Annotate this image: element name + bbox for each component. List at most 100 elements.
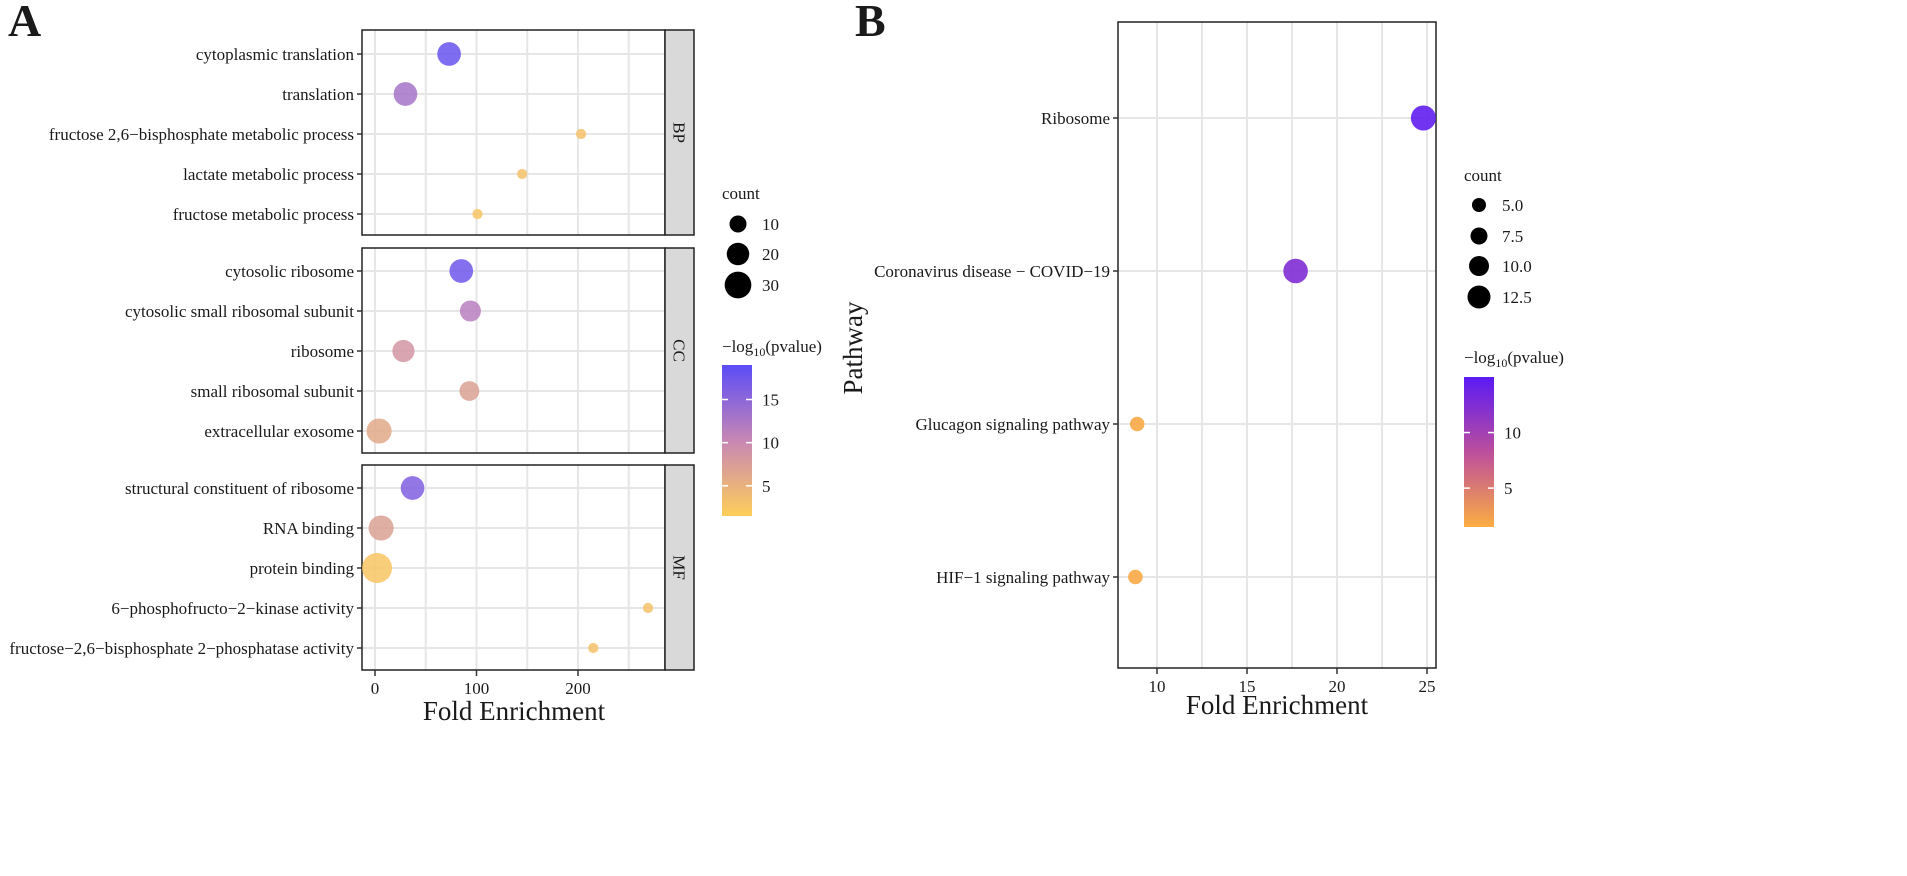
y-label-cytosolic-small-ribosomal-subunit: cytosolic small ribosomal subunit — [125, 302, 354, 321]
panel-b: B Pathway Ribosome Coronavirus disease − … — [838, 0, 1564, 720]
y-label-protein-binding: protein binding — [250, 559, 355, 578]
panel-b-color-legend-title-prefix: −log — [1464, 348, 1496, 367]
y-label-structural-constituent-of-ribosome: structural constituent of ribosome — [125, 479, 354, 498]
panel-a-size-legend-dot — [724, 271, 752, 299]
point-rna-binding — [368, 515, 394, 541]
y-label-cytosolic-ribosome: cytosolic ribosome — [225, 262, 354, 281]
panel-a-facet-label-mf: MF — [670, 555, 689, 580]
panel-b-colorbar-label: 10 — [1504, 424, 1521, 443]
panel-b-x-tick-label: 15 — [1239, 677, 1256, 696]
panel-a-x-tick-label: 0 — [371, 679, 380, 698]
y-label-6-phosphofructo-2-kinase-activity: 6−phosphofructo−2−kinase activity — [111, 599, 354, 618]
panel-b-x-tick-label: 25 — [1419, 677, 1436, 696]
y-label-fructose-2-6-bisphosphate-metabolic-process: fructose 2,6−bisphosphate metabolic proc… — [49, 125, 354, 144]
panel-b-size-legend-dot — [1469, 256, 1489, 276]
panel-b-x-axis: 10 15 20 25 — [1149, 668, 1436, 696]
panel-a-size-legend-dot — [729, 215, 747, 233]
point-fructose-2-6-bisphosphate-2-phosphatase-activity — [588, 642, 599, 654]
panel-b-size-legend-label: 5.0 — [1502, 196, 1523, 215]
panel-b-color-legend-title-sub: 10 — [1495, 356, 1507, 370]
panel-b-size-legend-title: count — [1464, 166, 1502, 185]
panel-b-colorbar — [1464, 377, 1494, 527]
panel-a-x-tick-label: 200 — [565, 679, 591, 698]
point-ribosome — [392, 339, 415, 363]
panel-a-colorbar-label: 15 — [762, 391, 779, 410]
panel-a-gridlines — [362, 30, 665, 670]
panel-b-label: B — [855, 0, 886, 46]
panel-a-y-axis: cytoplasmic translation translation fructo… — [9, 45, 362, 658]
point-ribosome — [1410, 105, 1436, 131]
y-label-ribosome: Ribosome — [1041, 109, 1110, 128]
panel-a-size-legend-dot — [726, 242, 750, 266]
panel-b-color-legend-title: −log10(pvalue) — [1464, 348, 1564, 370]
panel-a-facet-strip-bp — [664, 29, 695, 236]
panel-a-x-axis-title: Fold Enrichment — [423, 696, 606, 726]
panel-a-facet-label-cc: CC — [670, 339, 689, 362]
panel-a-facet-strip-cc — [664, 247, 695, 454]
panel-a-size-legend-label: 10 — [762, 215, 779, 234]
panel-a-points — [362, 42, 654, 654]
panel-b-color-legend-title-suffix: (pvalue) — [1507, 348, 1564, 367]
panel-b-x-tick-label: 20 — [1329, 677, 1346, 696]
y-label-fructose-metabolic-process: fructose metabolic process — [173, 205, 354, 224]
point-translation — [393, 82, 418, 106]
point-cytosolic-ribosome — [449, 259, 474, 283]
panel-a-color-legend-title-sub: 10 — [753, 345, 765, 359]
point-hif-1-signaling-pathway — [1128, 569, 1143, 585]
panel-b-y-axis-title: Pathway — [838, 301, 868, 394]
panel-a-colorbar-label: 10 — [762, 434, 779, 453]
panel-b-size-legend-dot — [1467, 285, 1491, 309]
panel-b-size-legend-label: 10.0 — [1502, 257, 1532, 276]
panel-a-colorbar-label: 5 — [762, 477, 771, 496]
panel-a-size-legend: count 10 20 30 — [722, 184, 779, 299]
panel-b-x-tick-label: 10 — [1149, 677, 1166, 696]
panel-b-size-legend-label: 7.5 — [1502, 227, 1523, 246]
point-cytosolic-small-ribosomal-subunit — [459, 300, 481, 322]
point-fructose-2-6-bisphosphate-metabolic-process — [575, 128, 587, 140]
point-protein-binding — [362, 552, 393, 584]
point-6-phosphofructo-2-kinase-activity — [642, 602, 654, 614]
point-cytoplasmic-translation — [437, 42, 461, 66]
panel-a-size-legend-label: 20 — [762, 245, 779, 264]
point-small-ribosomal-subunit — [459, 381, 480, 401]
y-label-ribosome: ribosome — [291, 342, 354, 361]
panel-a-color-legend-title: −log10(pvalue) — [722, 337, 822, 359]
panel-b-size-legend-dot — [1472, 198, 1486, 212]
y-label-rna-binding: RNA binding — [263, 519, 355, 538]
panel-a-x-axis: 0 100 200 — [371, 670, 591, 698]
panel-a-color-legend: −log10(pvalue) 5 10 15 — [722, 337, 822, 516]
panel-b-colorbar-label: 5 — [1504, 479, 1513, 498]
y-label-coronavirus-disease-covid-19: Coronavirus disease − COVID−19 — [874, 262, 1110, 281]
point-extracellular-exosome — [366, 418, 392, 444]
panel-a-facet-label-bp: BP — [670, 122, 689, 143]
y-label-lactate-metabolic-process: lactate metabolic process — [183, 165, 354, 184]
panel-b-size-legend-label: 12.5 — [1502, 288, 1532, 307]
point-glucagon-signaling-pathway — [1129, 416, 1145, 432]
y-label-glucagon-signaling-pathway: Glucagon signaling pathway — [915, 415, 1110, 434]
panel-a-x-tick-label: 100 — [464, 679, 490, 698]
y-label-cytoplasmic-translation: cytoplasmic translation — [196, 45, 355, 64]
point-coronavirus-disease-covid-19 — [1283, 258, 1308, 284]
panel-b-y-axis: Ribosome Coronavirus disease − COVID−19 Gl… — [874, 109, 1118, 587]
panel-a-size-legend-title: count — [722, 184, 760, 203]
y-label-translation: translation — [282, 85, 354, 104]
point-fructose-metabolic-process — [472, 208, 483, 220]
point-structural-constituent-of-ribosome — [400, 476, 425, 500]
y-label-hif-1-signaling-pathway: HIF−1 signaling pathway — [936, 568, 1110, 587]
panel-b-gridlines — [1118, 22, 1436, 668]
panel-b-frame — [1117, 21, 1437, 669]
panel-a-facet-strip-mf — [664, 464, 695, 671]
panel-b-size-legend: count 5.0 7.5 10.0 12.5 — [1464, 166, 1532, 309]
panel-b-points — [1128, 105, 1436, 585]
panel-a-label: A — [8, 0, 41, 46]
panel-a-size-legend-label: 30 — [762, 276, 779, 295]
y-label-small-ribosomal-subunit: small ribosomal subunit — [191, 382, 355, 401]
panel-b-color-legend: −log10(pvalue) 510 — [1464, 348, 1564, 527]
y-label-extracellular-exosome: extracellular exosome — [204, 422, 354, 441]
panel-a: A BP CC MF cytoplasmic translation translat… — [8, 0, 822, 726]
panel-a-facet-frame-bp — [361, 29, 666, 236]
panel-b-size-legend-dot — [1470, 227, 1488, 245]
y-label-fructose-2-6-bisphosphate-2-phosphatase-activity: fructose−2,6−bisphosphate 2−phosphatase … — [9, 639, 354, 658]
panel-a-colorbar — [722, 365, 752, 516]
